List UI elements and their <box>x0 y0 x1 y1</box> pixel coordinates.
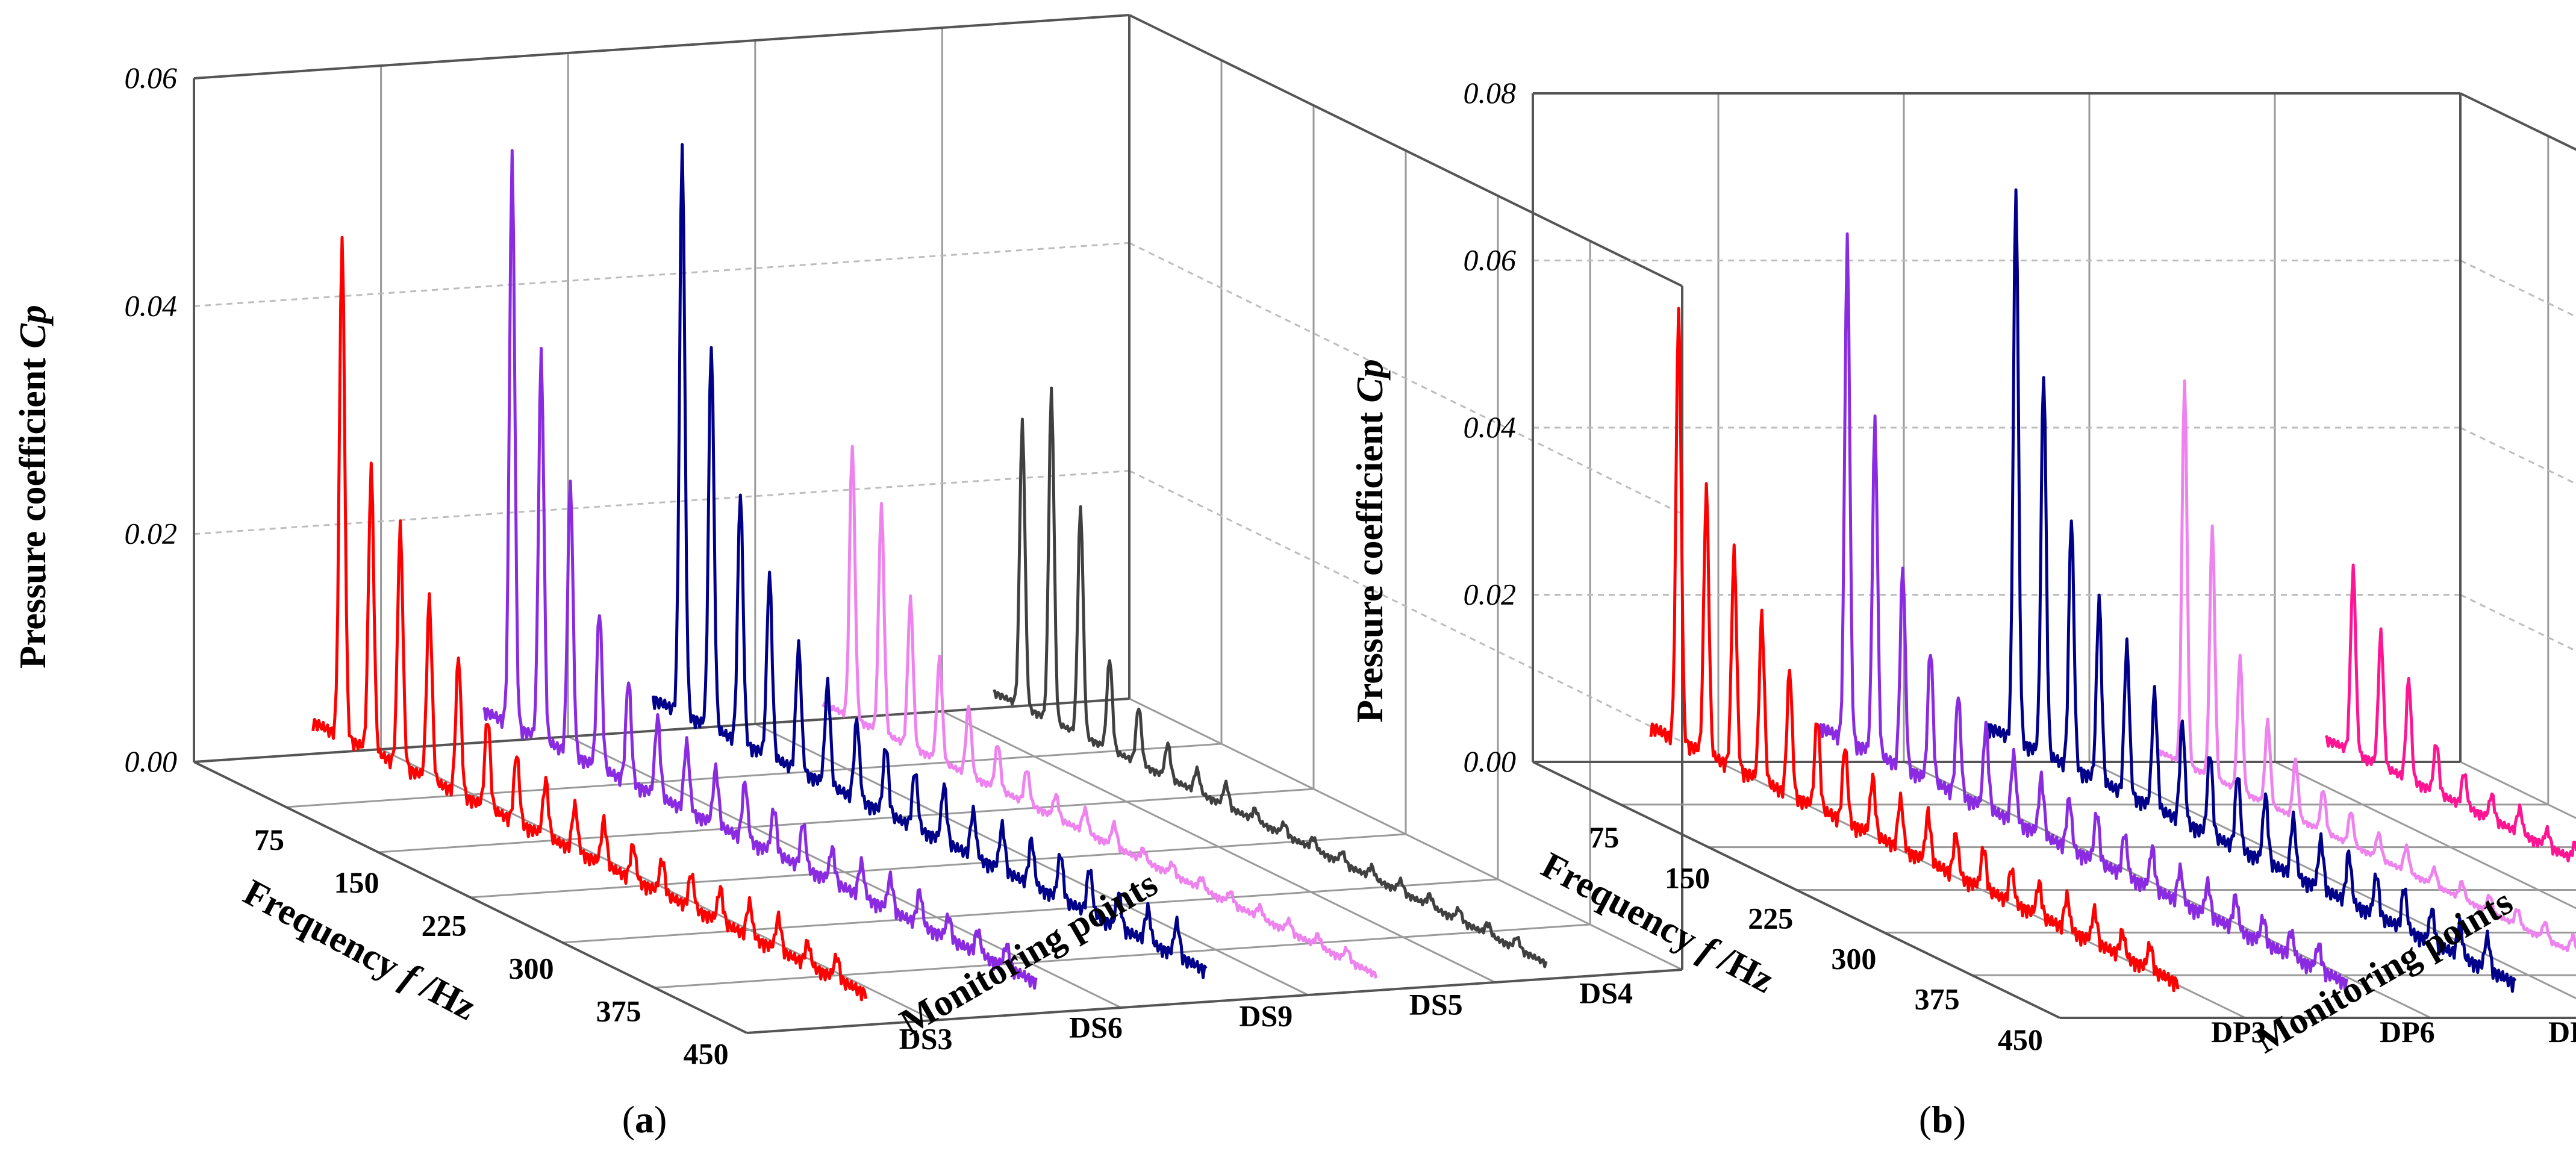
series-label-dp9: DP9 <box>2548 1015 2576 1049</box>
z-tick-label: 0.04 <box>125 288 178 322</box>
z-tick-label: 0.02 <box>1464 578 1517 611</box>
axis-box-edge <box>1532 761 2060 1019</box>
floor-gridline-x <box>654 923 1591 989</box>
z-tick-label: 0.02 <box>125 517 178 550</box>
x-tick-label: 300 <box>509 951 554 985</box>
series-line-ds9 <box>651 143 1208 979</box>
series-line-dp9 <box>1986 188 2517 993</box>
x-tick-label: 450 <box>1998 1023 2043 1056</box>
x-tick-label: 450 <box>684 1037 729 1071</box>
panel-b-series <box>1649 188 2576 993</box>
floor-gridline-y <box>2274 761 2576 909</box>
x-tick-label: 150 <box>334 865 379 899</box>
side-wall-z-gridline <box>2460 594 2576 652</box>
z-tick-label: 0.06 <box>125 61 178 95</box>
floor-gridline-x <box>562 878 1499 944</box>
x-tick-label: 375 <box>1915 982 1960 1016</box>
z-tick-label: 0.08 <box>1464 76 1517 110</box>
panel-b-z-ticks: 0.00 0.02 0.04 0.06 0.08 <box>1464 76 1517 778</box>
panel-b: 0.00 0.02 0.04 0.06 0.08 75 150 225 300 375 450 D… <box>1350 76 2576 1141</box>
floor-gridline-x <box>470 833 1406 899</box>
x-tick-label: 375 <box>596 994 641 1028</box>
series-line-ds3 <box>311 235 868 1002</box>
side-wall-z-gridline <box>1129 242 1683 515</box>
series-line-dp4 <box>2324 563 2576 862</box>
axis-box-edge <box>2460 92 2576 151</box>
series-label-dp3: DP3 <box>2211 1015 2266 1049</box>
series-line-dp6 <box>1819 232 2348 992</box>
z-tick-label: 0.00 <box>1464 744 1517 778</box>
panel-a-caption: (a) <box>622 1098 667 1141</box>
series-line-ds4 <box>993 386 1548 968</box>
floor-gridline-y <box>941 710 1496 984</box>
x-tick-label: 75 <box>254 823 284 856</box>
x-tick-label: 225 <box>1748 901 1793 935</box>
z-tick-label: 0.06 <box>1464 243 1517 277</box>
floor-gridline-x <box>285 743 1222 808</box>
back-wall-z-gridline <box>193 470 1130 535</box>
z-tick-label: 0.04 <box>1464 410 1517 444</box>
series-label-ds6: DS6 <box>1069 1011 1123 1044</box>
side-wall-z-gridline <box>1129 470 1683 743</box>
series-line-ds6 <box>482 149 1038 990</box>
floor-gridline-y <box>755 723 1309 996</box>
panel-a-series-labels: DS4 DS5 DS9 DS6 DS3 <box>899 976 1633 1055</box>
axis-box-edge <box>193 761 747 1034</box>
x-tick-label: 75 <box>1589 820 1619 854</box>
side-wall-z-gridline <box>2460 260 2576 318</box>
series-label-dp6: DP6 <box>2380 1015 2435 1049</box>
panel-a-y-axis-title: Monitoring points <box>893 863 1164 1043</box>
axis-box-edge <box>1129 14 1683 287</box>
series-line-dp5 <box>2155 379 2576 952</box>
panel-a-series <box>311 143 1548 1002</box>
series-line-ds5 <box>822 444 1378 979</box>
series-label-ds5: DS5 <box>1409 987 1463 1021</box>
panel-b-caption: (b) <box>1919 1098 1966 1141</box>
series-label-ds3: DS3 <box>899 1022 953 1056</box>
panel-b-grid <box>1532 92 2576 1019</box>
panel-b-x-ticks: 75 150 225 300 375 450 <box>1589 820 2043 1056</box>
z-tick-label: 0.00 <box>125 744 178 778</box>
side-wall-z-gridline <box>2460 426 2576 485</box>
panel-a-z-ticks: 0.00 0.02 0.04 0.06 <box>125 61 178 778</box>
x-tick-label: 150 <box>1665 861 1710 894</box>
floor-gridline-x <box>378 788 1314 853</box>
panel-b-series-labels: DP4DP5DP9DP6DP3 <box>2211 1015 2576 1049</box>
axis-box-edge <box>746 968 1683 1034</box>
x-tick-label: 225 <box>422 908 467 942</box>
panel-b-z-axis-title: Pressure coefficient Cp <box>1350 359 1391 723</box>
axis-box-edge <box>193 697 1130 763</box>
back-wall-z-gridline <box>193 242 1130 307</box>
axis-box-edge <box>193 14 1130 80</box>
panel-a-z-axis-title: Pressure coefficient Cp <box>13 305 54 669</box>
series-label-ds4: DS4 <box>1579 976 1633 1009</box>
series-line-dp3 <box>1649 307 2180 993</box>
panel-a-grid <box>193 14 1683 1034</box>
x-tick-label: 300 <box>1831 942 1876 976</box>
floor-gridline-y <box>567 735 1121 1009</box>
panel-a-x-ticks: 75 150 225 300 375 450 <box>254 823 729 1070</box>
series-label-ds9: DS9 <box>1239 999 1293 1032</box>
